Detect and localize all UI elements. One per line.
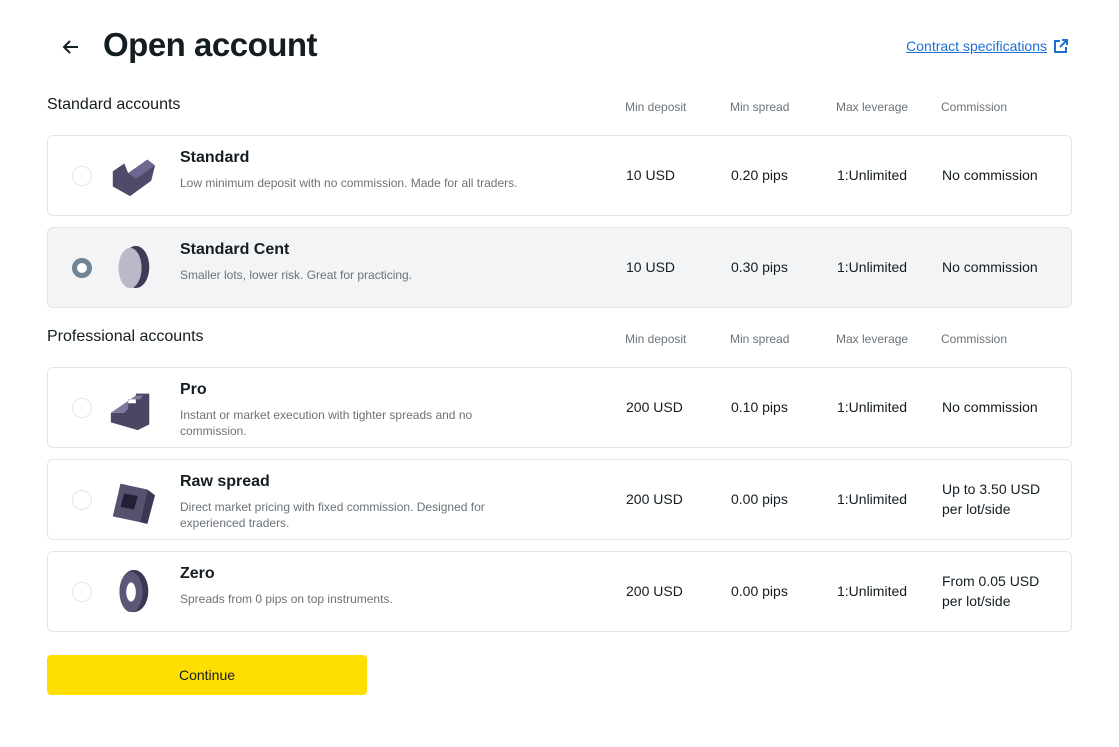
account-radio[interactable] [72, 398, 92, 418]
external-link-icon [1054, 39, 1068, 53]
account-card[interactable]: Standard Cent Smaller lots, lower risk. … [47, 227, 1072, 308]
min-deposit: 10 USD [626, 167, 676, 183]
column-header: Max leverage [836, 100, 909, 114]
column-header: Commission [941, 332, 1008, 346]
column-header: Min deposit [625, 332, 687, 346]
column-header: Commission [941, 100, 1008, 114]
max-leverage: 1:Unlimited [837, 399, 908, 415]
commission: No commission [942, 167, 1038, 183]
commission: Up to 3.50 USD per lot/side [942, 481, 1041, 517]
account-radio[interactable] [72, 258, 92, 278]
account-radio[interactable] [72, 582, 92, 602]
column-header: Min deposit [625, 100, 687, 114]
column-header: Min spread [730, 332, 790, 346]
disc-icon [118, 245, 150, 289]
min-spread: 0.00 pips [731, 491, 788, 507]
account-card[interactable]: Zero Spreads from 0 pips on top instrume… [47, 551, 1072, 632]
bent-block-icon [112, 159, 156, 197]
min-deposit: 200 USD [626, 491, 683, 507]
max-leverage: 1:Unlimited [837, 259, 908, 275]
min-deposit: 200 USD [626, 399, 683, 415]
max-leverage: 1:Unlimited [837, 583, 908, 599]
account-name: Raw spread [180, 473, 270, 490]
account-card[interactable]: Standard Low minimum deposit with no com… [47, 135, 1072, 216]
stairs-icon [110, 393, 150, 431]
account-radio[interactable] [72, 166, 92, 186]
min-spread: 0.10 pips [731, 399, 788, 415]
link-label: Contract specifications [906, 38, 1047, 54]
account-description: Instant or market execution with tighter… [180, 408, 473, 438]
column-header: Min spread [730, 100, 790, 114]
commission: No commission [942, 399, 1038, 415]
page-title: Open account [103, 26, 318, 63]
continue-button[interactable]: Continue [47, 655, 367, 695]
account-name: Standard Cent [180, 241, 290, 258]
account-card[interactable]: Pro Instant or market execution with tig… [47, 367, 1072, 448]
frame-block-icon [112, 483, 156, 524]
account-description: Spreads from 0 pips on top instruments. [180, 592, 393, 606]
column-header: Max leverage [836, 332, 909, 346]
account-description: Smaller lots, lower risk. Great for prac… [180, 268, 413, 282]
account-name: Zero [180, 565, 215, 582]
min-spread: 0.20 pips [731, 167, 788, 183]
account-name: Standard [180, 149, 250, 166]
commission: From 0.05 USD per lot/side [942, 573, 1040, 609]
account-name: Pro [180, 381, 207, 398]
contract-specifications-link[interactable]: Contract specifications [906, 38, 1069, 54]
section-title: Professional accounts [47, 328, 204, 345]
max-leverage: 1:Unlimited [837, 491, 908, 507]
min-deposit: 10 USD [626, 259, 676, 275]
account-description: Low minimum deposit with no commission. … [180, 176, 518, 190]
ring-icon [119, 569, 149, 613]
back-button[interactable] [58, 34, 84, 60]
section-title: Standard accounts [47, 96, 181, 113]
min-deposit: 200 USD [626, 583, 683, 599]
commission: No commission [942, 259, 1038, 275]
max-leverage: 1:Unlimited [837, 167, 908, 183]
account-card[interactable]: Raw spread Direct market pricing with fi… [47, 459, 1072, 540]
arrow-left-icon [62, 40, 78, 54]
account-radio[interactable] [72, 490, 92, 510]
min-spread: 0.00 pips [731, 583, 788, 599]
min-spread: 0.30 pips [731, 259, 788, 275]
account-description: Direct market pricing with fixed commiss… [180, 500, 485, 530]
